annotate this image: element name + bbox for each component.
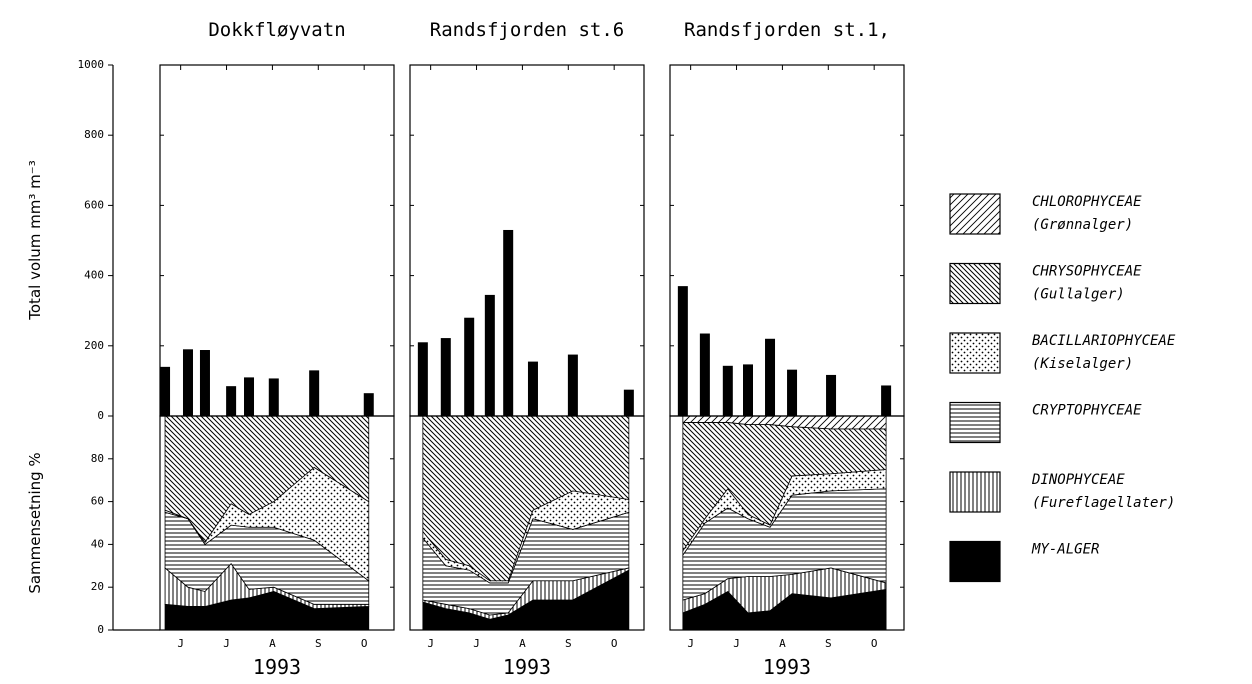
bar xyxy=(677,286,688,416)
bar xyxy=(765,338,776,416)
panel-frame-bottom xyxy=(159,415,395,631)
bar xyxy=(699,333,710,416)
bar xyxy=(567,354,578,416)
legend-name: BACILLARIOPHYCEAE xyxy=(1032,333,1176,349)
bar xyxy=(503,229,514,416)
x-tick-label: J xyxy=(427,637,434,650)
y2-tick-label: 0 xyxy=(97,623,104,636)
bar xyxy=(244,377,255,416)
y-tick-label: 1000 xyxy=(78,58,105,71)
legend-name: CHRYSOPHYCEAE xyxy=(1032,264,1142,280)
bar xyxy=(160,366,171,416)
legend-swatch xyxy=(949,401,1001,444)
legend-swatch xyxy=(949,332,1001,374)
bar xyxy=(199,350,210,416)
x-axis-label: 1993 xyxy=(253,655,301,679)
legend-swatch xyxy=(949,471,1001,513)
bar xyxy=(826,374,837,416)
y2-tick-label: 20 xyxy=(91,580,104,593)
legend-subname: (Fureflagellater) xyxy=(1032,495,1175,511)
legend-name: DINOPHYCEAE xyxy=(1031,472,1125,488)
bar xyxy=(226,386,237,416)
x-tick-label: A xyxy=(519,637,526,650)
bar xyxy=(484,294,495,416)
legend-subname: (Gullalger) xyxy=(1032,287,1125,303)
bar xyxy=(527,361,538,416)
panel-frame-bottom xyxy=(669,415,905,631)
legend-name: CHLOROPHYCEAE xyxy=(1032,194,1142,210)
bar xyxy=(268,378,279,416)
bar xyxy=(363,393,374,416)
legend-swatch xyxy=(949,193,1001,235)
bar xyxy=(464,317,475,416)
y2-tick-label: 80 xyxy=(91,452,104,465)
panel-title: Randsfjorden st.6 xyxy=(430,19,624,41)
legend-swatch xyxy=(949,540,1001,583)
bar xyxy=(787,369,798,416)
bar xyxy=(417,342,428,416)
x-tick-label: J xyxy=(177,637,184,650)
x-tick-label: J xyxy=(223,637,230,650)
y-tick-label: 200 xyxy=(84,339,104,352)
x-tick-label: O xyxy=(361,637,368,650)
x-tick-label: J xyxy=(473,637,480,650)
x-tick-label: O xyxy=(871,637,878,650)
legend-name: MY-ALGER xyxy=(1031,542,1099,558)
x-tick-label: S xyxy=(315,637,322,650)
y-tick-label: 600 xyxy=(84,198,104,211)
y-axis-label: Total volum mm³ m⁻³ xyxy=(26,160,44,320)
y-tick-label: 400 xyxy=(84,269,104,282)
bar xyxy=(182,349,193,416)
panel-title: Dokkfløyvatn xyxy=(208,19,345,41)
legend-subname: (Grønnalger) xyxy=(1032,217,1133,233)
bar xyxy=(309,370,320,416)
bar xyxy=(743,364,753,416)
x-tick-label: J xyxy=(733,637,740,650)
x-tick-label: S xyxy=(825,637,832,650)
x-tick-label: O xyxy=(611,637,618,650)
legend-swatch xyxy=(949,262,1001,305)
y2-axis-label: Sammensetning % xyxy=(26,452,44,593)
bar xyxy=(623,389,634,416)
panel-frame-top xyxy=(159,64,395,417)
x-axis-label: 1993 xyxy=(503,655,551,679)
x-tick-label: S xyxy=(565,637,572,650)
panel-title: Randsfjorden st.1, xyxy=(684,19,890,41)
x-axis-label: 1993 xyxy=(763,655,811,679)
bar xyxy=(881,385,892,416)
panel-frame-bottom xyxy=(409,415,645,631)
y-tick-label: 800 xyxy=(84,128,104,141)
x-tick-label: A xyxy=(269,637,276,650)
y-tick-label: 0 xyxy=(97,409,104,422)
legend-name: CRYPTOPHYCEAE xyxy=(1032,403,1142,419)
legend-subname: (Kiselalger) xyxy=(1032,356,1133,372)
x-tick-label: J xyxy=(687,637,694,650)
y2-tick-label: 60 xyxy=(91,495,104,508)
y2-tick-label: 40 xyxy=(91,537,104,550)
bar xyxy=(440,338,451,416)
x-tick-label: A xyxy=(779,637,786,650)
bar xyxy=(722,365,733,416)
